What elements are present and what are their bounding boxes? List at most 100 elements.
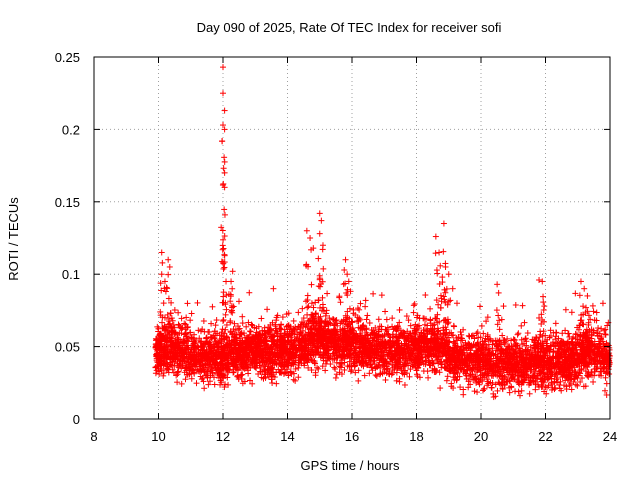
data-point-2223 — [283, 311, 290, 318]
data-point-2122 — [332, 365, 339, 372]
data-point-4068 — [188, 310, 195, 317]
data-point-4946 — [587, 316, 594, 323]
data-point-3989 — [443, 377, 450, 384]
data-point-1141 — [410, 302, 417, 309]
data-point-3865 — [427, 305, 434, 312]
data-point-4564 — [396, 319, 403, 326]
data-point-149 — [590, 378, 597, 385]
data-point-4766 — [299, 305, 306, 312]
data-point-2069 — [407, 366, 414, 373]
data-point-2190 — [239, 320, 246, 327]
data-point-1291 — [165, 369, 172, 376]
data-point-1583 — [223, 321, 230, 328]
data-point-1695 — [160, 300, 167, 307]
data-point-1263 — [152, 364, 159, 371]
data-point-2891 — [506, 389, 513, 396]
data-point-4315 — [183, 314, 190, 321]
data-point-544 — [348, 367, 355, 374]
data-point-4696 — [366, 319, 373, 326]
data-point-1912 — [512, 301, 519, 308]
data-point-1434 — [510, 336, 517, 343]
data-point-4416 — [599, 300, 606, 307]
data-point-1241 — [444, 373, 451, 380]
data-point-336 — [476, 303, 483, 310]
data-point-1394 — [231, 320, 238, 327]
data-point-1585 — [258, 315, 265, 322]
data-point-3756 — [375, 316, 382, 323]
data-point-1920 — [460, 368, 467, 375]
data-point-4984 — [582, 304, 589, 311]
data-point-1673 — [363, 316, 370, 323]
data-point-2828 — [568, 309, 575, 316]
data-point-2522 — [347, 368, 354, 375]
data-point-725 — [184, 300, 191, 307]
data-point-853 — [341, 366, 348, 373]
data-point-4763 — [540, 299, 547, 306]
data-point-4647 — [453, 300, 460, 307]
data-point-2140 — [300, 315, 307, 322]
data-point-3916 — [195, 327, 202, 334]
data-point-73 — [382, 376, 389, 383]
data-point-3269 — [521, 319, 528, 326]
data-point-930 — [467, 371, 474, 378]
data-point-3621 — [565, 330, 572, 337]
data-point-2026 — [504, 335, 511, 342]
data-point-723 — [295, 374, 302, 381]
data-point-394 — [236, 298, 243, 305]
data-point-893 — [540, 307, 547, 314]
data-point-2215 — [221, 384, 228, 391]
data-point-3801 — [273, 380, 280, 387]
data-point-565 — [496, 326, 503, 333]
data-point-3030 — [336, 293, 343, 300]
data-point-326 — [332, 374, 339, 381]
data-point-2089 — [593, 317, 600, 324]
data-point-970 — [437, 385, 444, 392]
data-point-1503 — [403, 313, 410, 320]
data-point-4586 — [410, 309, 417, 316]
data-point-902 — [425, 374, 432, 381]
data-point-1846 — [396, 306, 403, 313]
data-point-1718 — [463, 370, 470, 377]
data-point-576 — [478, 322, 485, 329]
data-point-782 — [222, 326, 229, 333]
data-point-3176 — [524, 330, 531, 337]
data-point-1541 — [589, 302, 596, 309]
data-point-159 — [310, 304, 317, 311]
data-point-1812 — [243, 323, 250, 330]
data-point-1870 — [187, 317, 194, 324]
data-point-765 — [193, 380, 200, 387]
data-point-1985 — [324, 290, 331, 297]
data-point-2892 — [246, 328, 253, 335]
data-points — [152, 64, 613, 401]
data-point-235 — [572, 290, 579, 297]
data-point-1466 — [160, 372, 167, 379]
data-point-1591 — [201, 385, 208, 392]
data-point-1418 — [182, 376, 189, 383]
data-point-766 — [247, 377, 254, 384]
data-point-3204 — [211, 381, 218, 388]
data-point-2020 — [378, 292, 385, 299]
data-point-372 — [460, 391, 467, 398]
data-point-2195 — [270, 285, 277, 292]
data-point-556 — [401, 381, 408, 388]
data-point-894 — [598, 325, 605, 332]
data-point-4935 — [500, 303, 507, 310]
data-point-4072 — [209, 303, 216, 310]
data-point-959 — [246, 289, 253, 296]
data-point-4772 — [212, 322, 219, 329]
data-point-551 — [595, 325, 602, 332]
data-point-1606 — [562, 327, 569, 334]
data-point-511 — [178, 315, 185, 322]
data-point-3693 — [562, 306, 569, 313]
data-point-2584 — [389, 315, 396, 322]
data-point-2115 — [171, 306, 178, 313]
data-point-1779 — [208, 320, 215, 327]
data-point-3069 — [424, 368, 431, 375]
data-point-3220 — [515, 330, 522, 337]
data-point-1358 — [602, 374, 609, 381]
data-point-3118 — [474, 329, 481, 336]
data-point-1357 — [200, 318, 207, 325]
data-point-4093 — [532, 386, 539, 393]
data-point-1873 — [230, 368, 237, 375]
